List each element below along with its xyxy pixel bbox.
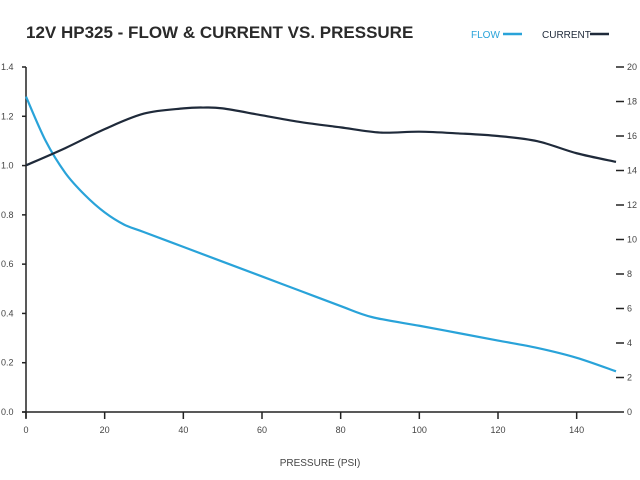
x-tick-label: 40 <box>178 425 188 435</box>
y2-tick-label: 16 <box>627 131 637 141</box>
x-tick-label: 100 <box>412 425 427 435</box>
y2-tick-label: 4 <box>627 338 632 348</box>
y-tick-label: 0.4 <box>1 308 14 318</box>
y2-tick-label: 6 <box>627 304 632 314</box>
series-line-current <box>25 106 617 167</box>
y-tick-label: 0.2 <box>1 358 14 368</box>
y2-tick-label: 10 <box>627 235 637 245</box>
series-line-flow <box>24 96 617 373</box>
x-tick-label: 80 <box>336 425 346 435</box>
x-tick-label: 140 <box>569 425 584 435</box>
legend-label-flow: FLOW <box>471 30 500 41</box>
y-tick-label: 1.2 <box>1 111 14 121</box>
y-tick-label: 0.0 <box>1 407 14 417</box>
y-tick-label: 1.0 <box>1 161 14 171</box>
x-tick-label: 120 <box>490 425 505 435</box>
x-tick-label: 20 <box>100 425 110 435</box>
y2-tick-label: 14 <box>627 166 637 176</box>
x-tick-label: 0 <box>23 425 28 435</box>
y2-tick-label: 18 <box>627 97 637 107</box>
chart-title: 12V HP325 - FLOW & CURRENT VS. PRESSURE <box>26 23 413 42</box>
y2-tick-label: 20 <box>627 62 637 72</box>
y2-tick-label: 8 <box>627 269 632 279</box>
y2-tick-label: 12 <box>627 200 637 210</box>
legend: FLOW CURRENT <box>471 30 609 41</box>
legend-label-current: CURRENT <box>542 30 591 41</box>
y2-tick-label: 0 <box>627 407 632 417</box>
y-tick-label: 0.8 <box>1 210 14 220</box>
y-tick-label: 0.6 <box>1 259 14 269</box>
y-tick-label: 1.4 <box>1 62 14 72</box>
y2-tick-label: 2 <box>627 373 632 383</box>
x-axis-label: PRESSURE (PSI) <box>280 458 361 469</box>
x-tick-label: 60 <box>257 425 267 435</box>
